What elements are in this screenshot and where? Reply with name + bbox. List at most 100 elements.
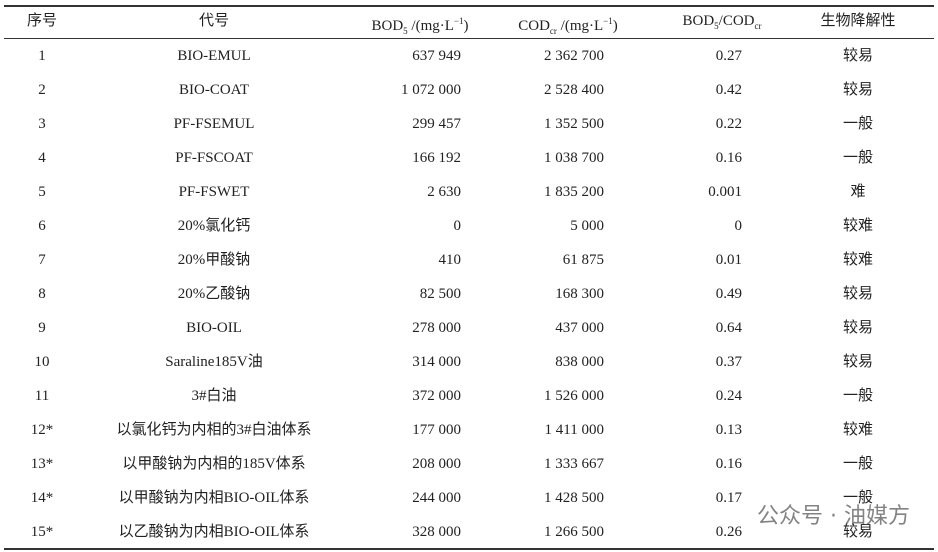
table-cell: 一般 [842,150,874,166]
header-text: 序号 [26,13,58,29]
table-cell: 0.16 [715,456,742,472]
table-cell: 8 [38,286,46,302]
table-cell: 9 [38,320,46,336]
table-cell: 20%乙酸钠 [177,286,251,302]
watermark: 公众号 · 油媒方 [757,504,910,529]
header-rule [4,38,934,39]
table-cell: 3 [38,116,46,132]
header-text: ) [612,18,618,34]
table-cell: PF-FSCOAT [175,150,253,166]
table-cell: 1 333 667 [544,456,604,472]
table-cell: 372 000 [412,388,461,404]
table-cell: 1 072 000 [401,82,461,98]
table-cell: 较易 [842,524,874,540]
header-text: /(mg·L [407,18,454,34]
table-cell: 0.64 [715,320,742,336]
table-cell: 838 000 [555,354,604,370]
table-cell: 208 000 [412,456,461,472]
table-cell: 2 630 [427,184,461,200]
table-cell: 0.27 [715,48,742,64]
table-cell: 278 000 [412,320,461,336]
table-cell: BIO-OIL [186,320,242,336]
table-cell: 2 362 700 [544,48,604,64]
table-cell: 61 875 [562,252,604,268]
header-cell: 代号 [199,11,229,31]
table-cell: 0.22 [715,116,742,132]
top-rule [4,5,934,7]
header-text: 生物降解性 [820,13,896,29]
table-cell: 7 [38,252,46,268]
table-cell: 5 000 [570,218,604,234]
table-cell: 2 [38,82,46,98]
header-text: BOD [682,13,715,29]
table-cell: 一般 [842,116,874,132]
table-cell: 较易 [842,320,874,336]
table-cell: 10 [34,354,50,370]
header-text: /(mg·L [556,18,604,34]
header-text: 5 [403,26,408,36]
table-cell: PF-FSWET [178,184,250,200]
table-cell: 328 000 [412,524,461,540]
table-cell: 6 [38,218,46,234]
header-text: cr [754,21,762,31]
table-cell: 1 835 200 [544,184,604,200]
table-cell: 437 000 [555,320,604,336]
table-cell: 以甲酸钠为内相的185V体系 [122,456,306,472]
table-cell: 较易 [842,354,874,370]
table-cell: 0.49 [715,286,742,302]
header-cell: BOD5/CODcr [682,11,761,36]
table-cell: 11 [34,388,50,404]
table-cell: 较难 [842,252,874,268]
table-cell: 3#白油 [191,388,237,404]
table-cell: 较易 [842,48,874,64]
table-cell: 2 528 400 [544,82,604,98]
table-cell: 0.001 [708,184,742,200]
table-cell: 较难 [842,218,874,234]
table-cell: 难 [850,184,866,200]
header-text: 代号 [198,13,230,29]
table-cell: 一般 [842,388,874,404]
table-cell: 以乙酸钠为内相BIO-OIL体系 [118,524,310,540]
table-cell: 较易 [842,82,874,98]
table-cell: 166 192 [412,150,461,166]
table-cell: 0.24 [715,388,742,404]
table-cell: 82 500 [419,286,461,302]
table-cell: 较易 [842,286,874,302]
table-cell: 20%甲酸钠 [177,252,251,268]
table-cell: BIO-EMUL [177,48,251,64]
table-cell: 0 [453,218,462,234]
table-cell: 244 000 [412,490,461,506]
table-cell: 1 428 500 [544,490,604,506]
header-cell: 生物降解性 [820,11,895,31]
table-cell: PF-FSEMUL [173,116,255,132]
table-cell: 以氯化钙为内相的3#白油体系 [116,422,312,438]
table-cell: 177 000 [412,422,461,438]
table-cell: 12* [30,422,54,438]
header-cell: BOD5 /(mg·L−1) [372,11,469,41]
header-cell: 序号 [27,11,57,31]
table-cell: 299 457 [412,116,461,132]
table-cell: 0.01 [715,252,742,268]
table-cell: 1 411 000 [544,422,604,438]
table-cell: 0.42 [715,82,742,98]
header-text: COD [518,18,550,34]
table-cell: 410 [438,252,462,268]
table-cell: 20%氯化钙 [177,218,251,234]
header-cell: CODcr /(mg·L−1) [518,11,618,41]
table-cell: 13* [30,456,54,472]
table-cell: 0.37 [715,354,742,370]
table-cell: BIO-COAT [179,82,249,98]
header-text: 5 [714,21,719,31]
table-cell: 4 [38,150,46,166]
table-cell: 14* [30,490,54,506]
header-text: BOD [371,18,404,34]
table-cell: 一般 [842,456,874,472]
header-text: ) [463,18,469,34]
table-cell: 0 [734,218,743,234]
table-cell: 637 949 [412,48,461,64]
table-cell: 1 266 500 [544,524,604,540]
header-text: −1 [603,16,613,26]
table-cell: 较难 [842,422,874,438]
table-cell: 168 300 [555,286,604,302]
